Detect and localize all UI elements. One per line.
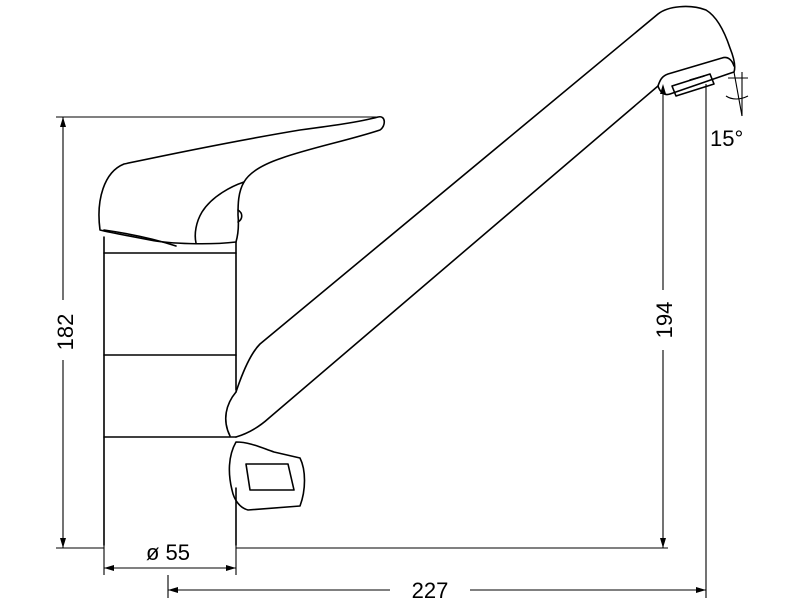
dimension-height-total: 182	[53, 116, 378, 549]
base-diameter-label: ø 55	[146, 540, 190, 565]
dimension-spray-angle: 15°	[710, 71, 749, 151]
lever-handle	[98, 116, 386, 247]
dimension-base-diameter: ø 55	[103, 540, 237, 575]
dimension-reach: 227	[167, 84, 707, 600]
diverter-knob	[228, 441, 306, 511]
spray-angle-label: 15°	[710, 126, 743, 151]
spout-height-label: 194	[652, 302, 677, 339]
spout-arm	[224, 5, 736, 438]
reach-label: 227	[412, 578, 449, 600]
faucet-body	[103, 236, 237, 546]
height-total-label: 182	[53, 314, 78, 351]
dimension-spout-height: 194	[236, 84, 677, 549]
